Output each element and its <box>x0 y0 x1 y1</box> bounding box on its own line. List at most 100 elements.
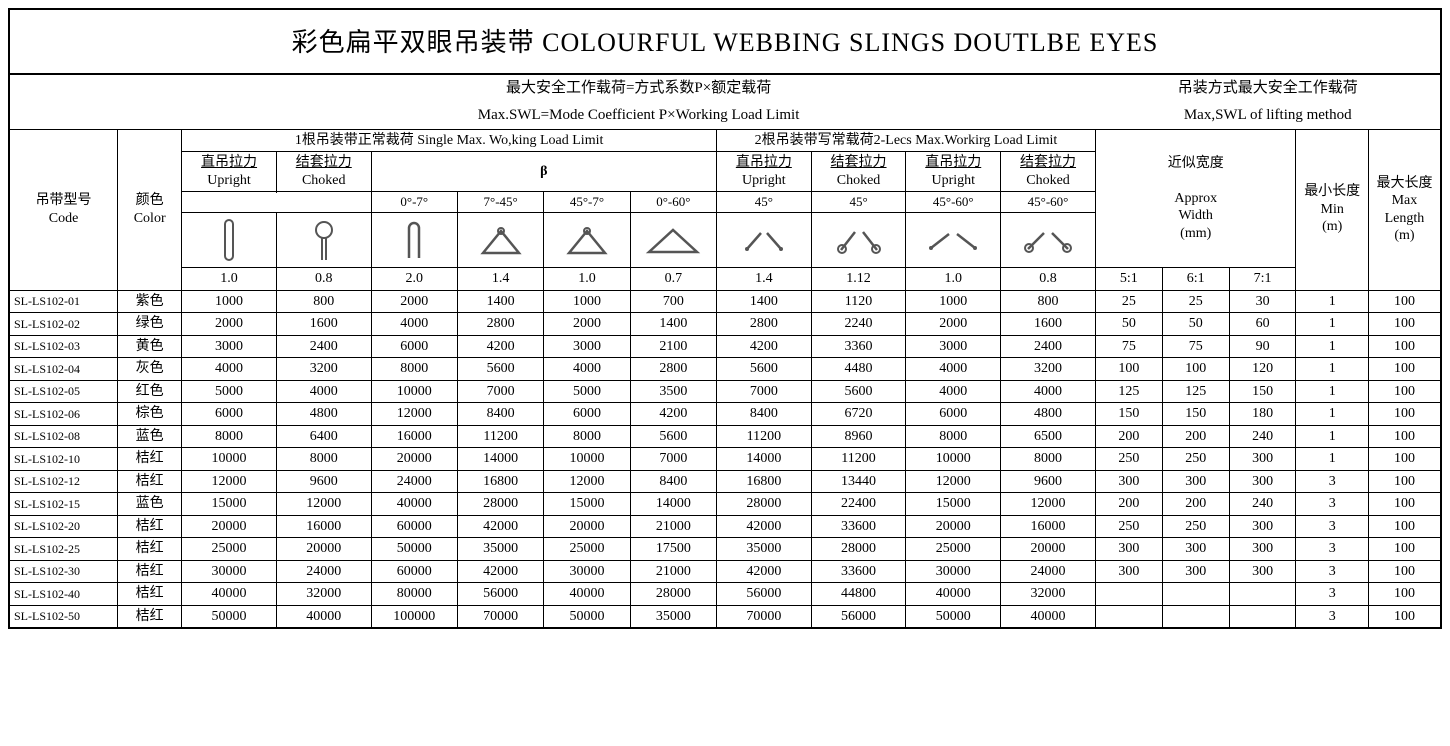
icon-basket-0 <box>371 213 457 268</box>
hdr-color: 颜色Color <box>118 129 182 290</box>
cell-value: 100 <box>1368 493 1441 516</box>
cell-value: 40000 <box>276 605 371 628</box>
cell-value: 35000 <box>716 538 811 561</box>
cell-value: 8960 <box>811 425 906 448</box>
cell-value: 24000 <box>1001 560 1096 583</box>
hdr-approx: 近似宽度 Approx Width (mm) <box>1095 129 1296 268</box>
cell-value: 3 <box>1296 560 1368 583</box>
icon-basket-45b <box>544 213 630 268</box>
cell-value: 100 <box>1095 358 1162 381</box>
cell-value: 700 <box>630 290 716 313</box>
cell-color: 桔红 <box>118 560 182 583</box>
cell-value <box>1162 605 1229 628</box>
hdr-upright-2: 直吊拉力Upright <box>716 152 811 192</box>
table-row: SL-LS102-25桔红250002000050000350002500017… <box>9 538 1441 561</box>
cell-value: 25000 <box>906 538 1001 561</box>
cell-color: 紫色 <box>118 290 182 313</box>
cell-code: SL-LS102-25 <box>9 538 118 561</box>
cell-value: 20000 <box>544 515 630 538</box>
icon-2leg-upright-60 <box>906 213 1001 268</box>
cell-value: 42000 <box>716 515 811 538</box>
cell-value: 33600 <box>811 515 906 538</box>
cell-value: 4200 <box>716 335 811 358</box>
cell-value: 8000 <box>182 425 277 448</box>
cell-value: 300 <box>1095 560 1162 583</box>
cell-value: 5600 <box>811 380 906 403</box>
cell-value: 1400 <box>630 313 716 336</box>
cell-value: 16800 <box>716 470 811 493</box>
cell-value: 70000 <box>457 605 543 628</box>
cell-color: 桔红 <box>118 448 182 471</box>
cell-value: 6720 <box>811 403 906 426</box>
table-row: SL-LS102-40桔红400003200080000560004000028… <box>9 583 1441 606</box>
cell-value: 1 <box>1296 425 1368 448</box>
cell-value: 56000 <box>716 583 811 606</box>
cell-value: 2000 <box>182 313 277 336</box>
cell-value: 150 <box>1162 403 1229 426</box>
cell-value: 40000 <box>906 583 1001 606</box>
cell-value: 1000 <box>906 290 1001 313</box>
cell-code: SL-LS102-15 <box>9 493 118 516</box>
cell-value: 4000 <box>182 358 277 381</box>
cell-value: 3000 <box>906 335 1001 358</box>
hdr-upright-1: 直吊拉力Upright <box>182 152 277 192</box>
cell-value: 2000 <box>371 290 457 313</box>
table-row: SL-LS102-30桔红300002400060000420003000021… <box>9 560 1441 583</box>
cell-value: 1 <box>1296 290 1368 313</box>
cell-color: 黄色 <box>118 335 182 358</box>
topnote-right-cn: 吊装方式最大安全工作载荷 <box>1095 74 1441 102</box>
cell-value: 20000 <box>371 448 457 471</box>
cell-value: 4000 <box>1001 380 1096 403</box>
cell-value: 50000 <box>371 538 457 561</box>
topnote-right-en: Max,SWL of lifting method <box>1095 102 1441 129</box>
cell-value: 13440 <box>811 470 906 493</box>
table-row: SL-LS102-08蓝色800064001600011200800056001… <box>9 425 1441 448</box>
cell-value: 8000 <box>544 425 630 448</box>
cell-value: 2800 <box>716 313 811 336</box>
hdr-b1: 7°-45° <box>457 192 543 213</box>
cell-value: 2240 <box>811 313 906 336</box>
cell-value: 100 <box>1368 380 1441 403</box>
table-row: SL-LS102-06棕色600048001200084006000420084… <box>9 403 1441 426</box>
hdr-a4560-1: 45°-60° <box>906 192 1001 213</box>
cell-value: 1600 <box>1001 313 1096 336</box>
cell-value: 2800 <box>630 358 716 381</box>
cell-value: 2000 <box>906 313 1001 336</box>
hdr-a45-2: 45° <box>811 192 906 213</box>
coeff-1: 0.8 <box>276 268 371 291</box>
cell-value: 100 <box>1368 470 1441 493</box>
cell-value: 240 <box>1229 493 1296 516</box>
cell-value <box>1095 605 1162 628</box>
cell-value: 100 <box>1368 605 1441 628</box>
table-row: SL-LS102-12桔红120009600240001680012000840… <box>9 470 1441 493</box>
cell-value: 8000 <box>371 358 457 381</box>
cell-value: 10000 <box>906 448 1001 471</box>
cell-value: 25000 <box>182 538 277 561</box>
cell-value: 300 <box>1162 470 1229 493</box>
cell-value: 35000 <box>457 538 543 561</box>
cell-value: 6000 <box>371 335 457 358</box>
cell-value: 1 <box>1296 448 1368 471</box>
cell-value: 28000 <box>457 493 543 516</box>
cell-value: 10000 <box>371 380 457 403</box>
cell-value: 9600 <box>276 470 371 493</box>
cell-value: 240 <box>1229 425 1296 448</box>
cell-value: 15000 <box>182 493 277 516</box>
cell-value <box>1095 583 1162 606</box>
topnote-en: Max.SWL=Mode Coefficient P×Working Load … <box>182 102 1096 129</box>
hdr-choked-2: 结套拉力Choked <box>811 152 906 192</box>
cell-value: 28000 <box>811 538 906 561</box>
cell-value: 7000 <box>716 380 811 403</box>
cell-value: 6000 <box>906 403 1001 426</box>
cell-color: 红色 <box>118 380 182 403</box>
cell-value: 4000 <box>276 380 371 403</box>
coeff-3: 1.4 <box>457 268 543 291</box>
cell-code: SL-LS102-01 <box>9 290 118 313</box>
cell-value: 22400 <box>811 493 906 516</box>
cell-value: 42000 <box>457 515 543 538</box>
cell-code: SL-LS102-30 <box>9 560 118 583</box>
cell-value: 25 <box>1095 290 1162 313</box>
cell-value: 50000 <box>906 605 1001 628</box>
cell-value: 28000 <box>716 493 811 516</box>
cell-value: 100 <box>1368 583 1441 606</box>
